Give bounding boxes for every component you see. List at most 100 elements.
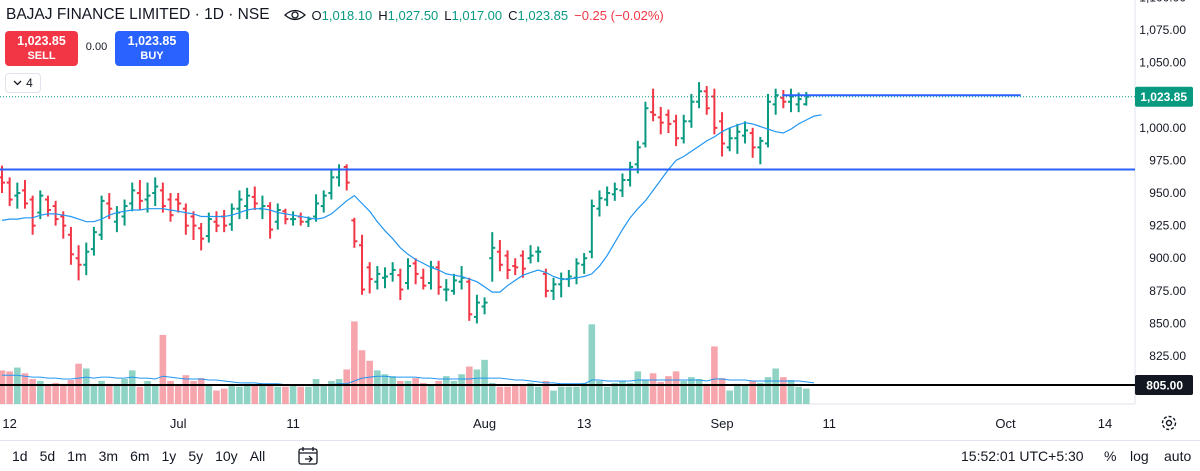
volume-bar [251,384,259,404]
ohlc-bar [21,179,28,209]
volume-bar [588,324,596,404]
ohlc-bar [152,177,159,207]
price-tick-label: 1,050.00 [1139,56,1186,70]
ohlc-bar [313,194,320,222]
volume-bar [381,374,389,404]
volume-bar [619,380,626,404]
volume-bar [397,380,404,404]
last-price-tag [1135,86,1193,107]
timeframe-5d[interactable]: 5d [39,448,56,464]
ohlc-bar [228,203,235,231]
price-tick-label: 925.00 [1149,219,1186,233]
ohlc-bar [757,136,764,165]
time-tick-label: 11 [286,416,300,431]
high-value: H1,027.50 [378,7,439,23]
timeframe-1y[interactable]: 1y [161,448,177,464]
ohlc-bar [542,268,549,298]
volume-bar [21,373,29,404]
time-tick-label: 11 [823,416,837,431]
time-tick-label: Oct [995,416,1016,431]
ohlc-bar [52,200,59,226]
volume-bar [305,386,312,404]
ohlc-bar [512,258,519,276]
ohlc-bar [366,262,373,294]
volume-bar [680,380,688,404]
timeframe-3m[interactable]: 3m [98,448,119,464]
go-to-date-icon[interactable] [297,445,321,467]
auto-scale-toggle[interactable]: auto [1164,448,1192,464]
symbol-title[interactable]: BAJAJ FINANCE LIMITED · 1D · NSE [6,6,270,23]
volume-bars [0,321,810,404]
ohlc-bar [642,101,649,148]
buy-button[interactable]: 1,023.85 BUY [115,31,189,66]
volume-bar [228,383,236,404]
price-tick-label: 900.00 [1149,251,1186,265]
gear-icon[interactable] [1160,414,1178,432]
volume-bar [780,377,787,404]
clock-timezone[interactable]: 15:52:01 UTC+5:30 [961,448,1084,464]
ohlc-bar [129,182,136,212]
ohlc-bar [581,253,588,274]
volume-bar [711,346,718,404]
timeframe-6m[interactable]: 6m [130,448,150,464]
ohlc-bar [504,250,511,280]
percent-scale-toggle[interactable]: % [1104,448,1117,464]
volume-bar [358,350,366,404]
volume-bar [534,386,542,404]
volume-bar [442,376,450,404]
ohlc-bar [90,226,97,256]
ohlc-bar [527,245,534,264]
timeframe-5y[interactable]: 5y [188,448,204,464]
ohlc-bar [6,177,13,207]
volume-bar [205,384,213,404]
ohlc-bar [765,93,771,148]
volume-bar [803,388,810,404]
volume-bar [52,382,59,404]
ohlc-bar [159,182,166,213]
moving-average [1,114,822,293]
sell-button[interactable]: 1,023.85 SELL [5,31,78,66]
volume-bar [496,386,504,404]
volume-bar [29,379,36,404]
ohlc-bar [711,88,718,135]
timeframe-10y[interactable]: 10y [215,448,238,464]
volume-bar [481,359,488,404]
volume-bar [59,383,67,404]
ohlc-bar [236,190,243,220]
ohlc-bar [611,182,618,201]
timeframe-all[interactable]: All [249,448,266,464]
volume-bar [726,390,733,404]
ohlc-bar [267,202,274,239]
ohlc-bar [374,266,381,290]
ohlc-bar [627,161,634,187]
ohlc-bar [175,193,182,213]
ohlc-bar [473,294,480,324]
timeframe-1d[interactable]: 1d [12,448,28,464]
volume-bar [427,384,435,404]
ohlc-bar [221,209,228,233]
drawn-lines [0,94,1135,386]
volume-bar [573,386,580,404]
ohlc-bar [404,258,411,290]
ohlc-bar [489,232,496,282]
volume-bar [519,384,527,404]
volume-bar [734,383,741,404]
ohlc-bar [673,114,680,147]
log-scale-toggle[interactable]: log [1130,448,1149,464]
ohlc-bar [780,89,787,109]
ohlc-bar [535,246,542,263]
ohlc-bar [803,91,810,106]
eye-icon[interactable] [283,8,306,22]
spread-value: 0.00 [85,41,108,53]
volume-bar [473,369,481,404]
volume-bar [603,386,611,404]
indicators-collapse-button[interactable]: 4 [5,73,41,93]
volume-bar [151,384,159,404]
timeframe-1m[interactable]: 1m [67,448,87,464]
volume-bar [6,371,13,404]
volume-bar [182,375,190,404]
ohlc-bar [67,226,74,265]
price-chart[interactable]: 1,100.001,075.001,050.001,025.001,000.00… [0,0,1200,440]
volume-bar [343,369,350,404]
ohlc-bar [665,109,672,134]
